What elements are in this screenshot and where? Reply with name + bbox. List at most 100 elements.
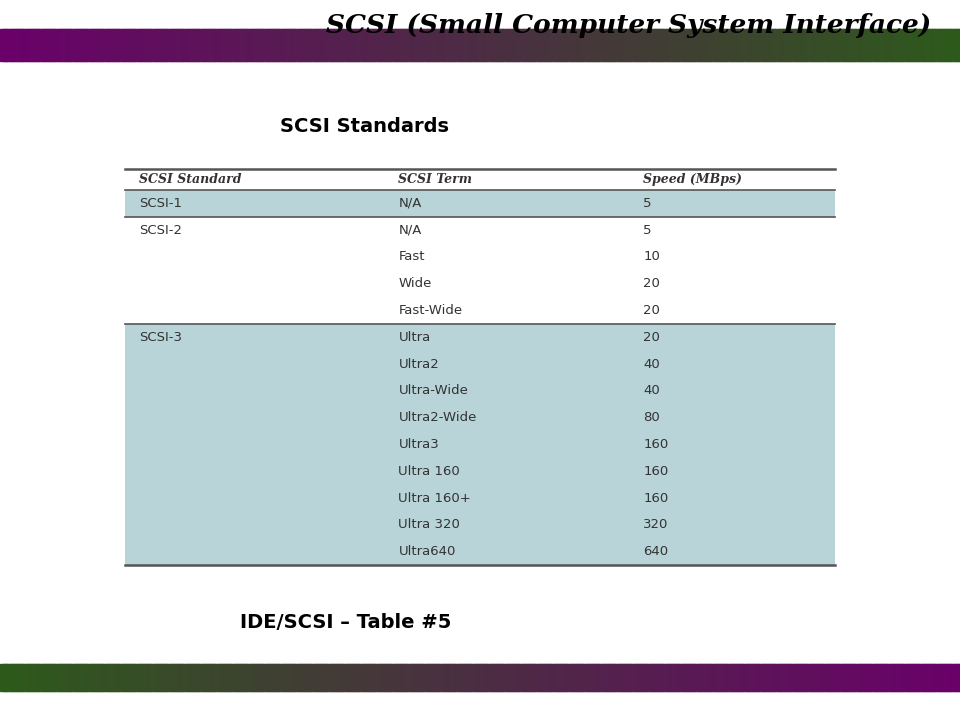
Bar xyxy=(880,664,885,691)
Bar xyxy=(333,29,338,61)
Bar xyxy=(163,29,168,61)
Bar xyxy=(595,664,600,691)
Bar xyxy=(403,664,408,691)
Bar xyxy=(84,29,88,61)
Bar xyxy=(826,664,830,691)
Bar xyxy=(739,29,744,61)
Bar xyxy=(106,664,110,691)
Bar xyxy=(458,664,463,691)
Bar xyxy=(269,29,274,61)
Bar xyxy=(669,29,674,61)
Bar xyxy=(874,29,878,61)
Text: SCSI Standards: SCSI Standards xyxy=(280,117,449,135)
Bar xyxy=(736,29,741,61)
Bar xyxy=(214,664,220,691)
Text: SCSI Standard: SCSI Standard xyxy=(139,173,242,186)
Bar xyxy=(192,29,197,61)
Bar xyxy=(717,29,722,61)
Text: Ultra: Ultra xyxy=(398,330,431,343)
Bar xyxy=(512,29,517,61)
Bar xyxy=(368,664,373,691)
Bar xyxy=(38,664,43,691)
Bar xyxy=(813,29,818,61)
Bar xyxy=(387,29,393,61)
Bar xyxy=(400,664,405,691)
Bar xyxy=(746,29,751,61)
Bar xyxy=(525,29,530,61)
Bar xyxy=(660,664,664,691)
Bar xyxy=(557,29,562,61)
Bar xyxy=(29,29,34,61)
Bar xyxy=(605,29,610,61)
Bar xyxy=(112,29,117,61)
Bar xyxy=(672,664,677,691)
Bar xyxy=(828,29,834,61)
Bar xyxy=(134,29,139,61)
Bar xyxy=(230,664,235,691)
Text: SCSI Term: SCSI Term xyxy=(398,173,472,186)
Bar xyxy=(656,29,661,61)
Bar xyxy=(218,29,223,61)
Bar xyxy=(612,29,616,61)
Bar xyxy=(778,664,782,691)
Bar xyxy=(752,664,757,691)
Text: N/A: N/A xyxy=(398,223,421,236)
Bar xyxy=(941,29,946,61)
Bar xyxy=(480,29,485,61)
Bar xyxy=(93,29,98,61)
Bar xyxy=(487,664,492,691)
Bar xyxy=(41,664,47,691)
Bar xyxy=(752,29,757,61)
Bar xyxy=(278,29,283,61)
Bar xyxy=(896,29,901,61)
Bar xyxy=(804,664,808,691)
Bar xyxy=(518,664,523,691)
Bar xyxy=(166,664,172,691)
Bar xyxy=(483,664,489,691)
Bar xyxy=(790,664,796,691)
Bar xyxy=(573,29,578,61)
Bar xyxy=(224,664,229,691)
Bar xyxy=(468,664,472,691)
Bar xyxy=(828,664,834,691)
Bar xyxy=(420,29,424,61)
Bar xyxy=(317,664,322,691)
Bar xyxy=(406,29,412,61)
Bar xyxy=(682,29,686,61)
Bar xyxy=(742,29,748,61)
Bar xyxy=(919,29,924,61)
Bar xyxy=(324,29,328,61)
Bar xyxy=(900,664,904,691)
Bar xyxy=(900,29,904,61)
Bar xyxy=(329,29,335,61)
Bar xyxy=(400,29,405,61)
Bar xyxy=(128,29,133,61)
Bar xyxy=(544,664,549,691)
Bar xyxy=(64,664,69,691)
Bar xyxy=(684,29,690,61)
Bar xyxy=(662,29,667,61)
Bar xyxy=(429,664,434,691)
Bar xyxy=(835,664,840,691)
Bar xyxy=(490,29,494,61)
Bar xyxy=(36,664,40,691)
Bar xyxy=(55,664,60,691)
Bar xyxy=(919,664,924,691)
Bar xyxy=(756,29,760,61)
Text: 20: 20 xyxy=(643,277,660,290)
Bar xyxy=(144,29,149,61)
Bar xyxy=(442,29,446,61)
Bar xyxy=(720,29,725,61)
Bar xyxy=(348,664,354,691)
Bar xyxy=(538,664,542,691)
Bar xyxy=(310,664,316,691)
Bar xyxy=(809,664,815,691)
Bar xyxy=(314,664,319,691)
Bar xyxy=(588,29,594,61)
Bar xyxy=(634,664,638,691)
Bar xyxy=(557,664,562,691)
Bar xyxy=(326,664,331,691)
Bar xyxy=(202,29,206,61)
Bar xyxy=(636,664,642,691)
Bar xyxy=(352,664,357,691)
